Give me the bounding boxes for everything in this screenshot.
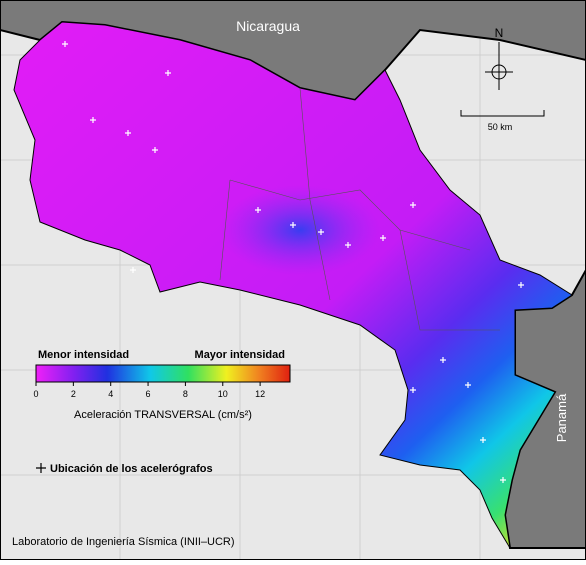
colorbar-title: Aceleración TRANSVERSAL (cm/s²): [74, 409, 252, 421]
colorbar-tick-label: 12: [255, 389, 265, 399]
credit: Laboratorio de Ingeniería Sísmica (INII–…: [12, 536, 235, 548]
colorbar-high-label: Mayor intensidad: [195, 349, 285, 361]
intensity-spot: [220, 185, 380, 275]
colorbar-tick-label: 0: [33, 389, 38, 399]
colorbar-tick-label: 6: [146, 389, 151, 399]
colorbar-tick-label: 4: [108, 389, 113, 399]
colorbar-scale: [35, 364, 291, 383]
north-label: N: [495, 26, 504, 40]
scale-label: 50 km: [488, 122, 513, 132]
legend-label: Ubicación de los acelerógrafos: [50, 463, 213, 475]
colorbar-low-label: Menor intensidad: [38, 349, 129, 361]
scale-bar: 50 km: [460, 110, 545, 132]
country-label: Nicaragua: [236, 18, 300, 34]
colorbar-tick-label: 2: [71, 389, 76, 399]
country-label: Panamá: [554, 393, 569, 442]
provinces: [219, 87, 500, 331]
colorbar: Menor intensidad Mayor intensidad Aceler…: [33, 349, 291, 421]
colorbar-tick-label: 8: [183, 389, 188, 399]
stations: [62, 41, 524, 483]
colorbar-tick-label: 10: [218, 389, 228, 399]
north-arrow: N: [485, 26, 513, 90]
legend: Ubicación de los acelerógrafos: [36, 463, 213, 475]
